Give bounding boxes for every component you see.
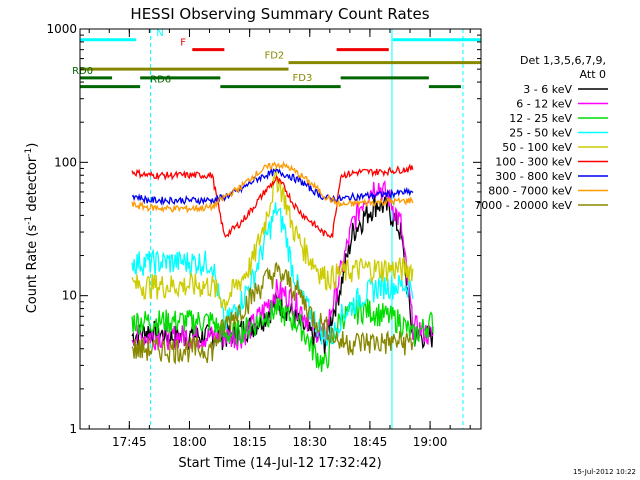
flag-label-rd6: RD6	[150, 75, 171, 86]
legend-label-1: 6 - 12 keV	[516, 98, 572, 111]
y-axis-label: Count Rate (s-1 detector-1)	[24, 143, 40, 314]
flag-label-rd0: RD0	[72, 66, 93, 77]
flag-label-fd2: FD2	[264, 51, 284, 62]
plot-area: N F FD2 FD3 RD0 RD6 1 10 100 1000 17:45 18:00 18:15 1…	[46, 22, 482, 449]
x-axis-label: Start Time (14-Jul-12 17:32:42)	[178, 456, 381, 471]
flag-label-f: F	[180, 38, 186, 49]
legend-label-5: 100 - 300 keV	[495, 156, 572, 169]
x-tick-label-4: 18:45	[353, 435, 388, 449]
y-tick-label-0: 1	[69, 422, 77, 436]
legend-label-0: 3 - 6 keV	[523, 83, 572, 96]
y-tick-label-2: 100	[54, 155, 77, 169]
legend-label-8: 7000 - 20000 keV	[474, 199, 572, 212]
x-tick-label-0: 17:45	[112, 435, 147, 449]
x-tick-label-3: 18:30	[292, 435, 327, 449]
x-tick-label-1: 18:00	[172, 435, 207, 449]
series-line-3	[131, 202, 414, 347]
series-line-7	[131, 160, 414, 214]
legend-label-6: 300 - 800 keV	[495, 170, 572, 183]
legend-label-2: 12 - 25 keV	[509, 112, 572, 125]
series-line-6	[131, 168, 414, 206]
series-line-2	[131, 297, 434, 372]
legend-title-detectors: Det 1,3,5,6,7,9,	[520, 54, 606, 67]
series-line-8	[131, 261, 414, 365]
legend-label-7: 800 - 7000 keV	[488, 185, 572, 198]
chart-title: HESSI Observing Summary Count Rates	[130, 5, 429, 23]
legend-label-3: 25 - 50 keV	[509, 127, 572, 140]
x-tick-label-2: 18:15	[232, 435, 267, 449]
flag-label-fd3: FD3	[293, 73, 313, 84]
legend-title-attenuator: Att 0	[580, 68, 606, 81]
plot-frame	[79, 28, 482, 430]
series-line-5	[131, 163, 414, 239]
y-tick-label-1: 10	[62, 289, 77, 303]
flag-label-n: N	[156, 28, 163, 39]
legend-label-4: 50 - 100 keV	[502, 141, 572, 154]
y-tick-label-3: 1000	[46, 22, 77, 36]
x-tick-label-5: 19:00	[413, 435, 448, 449]
series-line-1	[131, 180, 434, 351]
footer-date: 15-Jul-2012 10:22	[573, 468, 636, 476]
series-line-4	[131, 167, 414, 311]
